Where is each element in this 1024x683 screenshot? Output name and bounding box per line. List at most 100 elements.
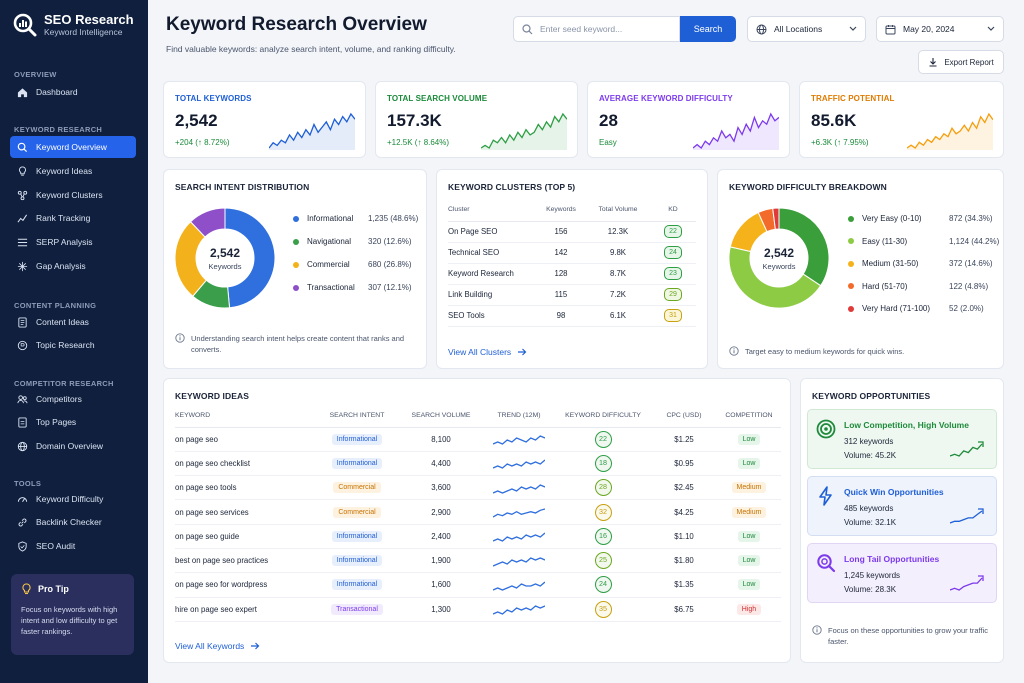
keyword-cell[interactable]: on page seo [175, 427, 315, 452]
trend-sparkline [492, 508, 546, 518]
sidebar-item-label: Rank Tracking [36, 213, 91, 223]
table-row[interactable]: on page seo for wordpress Informational … [175, 572, 781, 598]
clusters-icon [17, 190, 28, 200]
location-select[interactable]: All Locations [747, 16, 866, 42]
legend-name: Very Hard (71-100) [862, 304, 931, 313]
export-label: Export Report [944, 57, 994, 67]
card-title: KEYWORD OPPORTUNITIES [812, 391, 931, 401]
opportunity-card[interactable]: Low Competition, High Volume 312 keyword… [807, 409, 997, 469]
keyword-cell[interactable]: on page seo guide [175, 524, 315, 549]
table-row[interactable]: on page seo guide Informational 2,400 16… [175, 524, 781, 549]
table-row[interactable]: on page seo checklist Informational 4,40… [175, 451, 781, 477]
keyword-cell[interactable]: on page seo checklist [175, 451, 315, 477]
kpi-card: AVERAGE KEYWORD DIFFICULTY 28 Easy [587, 81, 790, 158]
difficulty-center-value: 2,542 [763, 246, 795, 260]
trend-sparkline [492, 435, 546, 445]
sidebar-item-topic-research[interactable]: Topic Research [10, 334, 136, 356]
kd-badge: 29 [664, 288, 682, 301]
table-row[interactable]: on page seo tools Commercial 3,600 28 $2… [175, 475, 781, 501]
sidebar-item-keyword-ideas[interactable]: Keyword Ideas [10, 160, 136, 182]
column-header: CPC (USD) [651, 405, 717, 428]
trend-sparkline [492, 532, 546, 543]
sidebar-item-keyword-overview[interactable]: Keyword Overview [10, 136, 136, 158]
sidebar-item-seo-audit[interactable]: SEO Audit [10, 535, 136, 557]
search-button[interactable]: Search [680, 16, 736, 42]
arrow-up-right-icon [978, 575, 984, 581]
nav-section-label: OVERVIEW [14, 70, 57, 79]
sidebar-item-dashboard[interactable]: Dashboard [10, 81, 136, 103]
seed-keyword-input[interactable] [540, 24, 670, 34]
sidebar-item-keyword-clusters[interactable]: Keyword Clusters [10, 184, 136, 206]
table-row[interactable]: on page seo Informational 8,100 22 $1.25… [175, 427, 781, 452]
column-header: Keywords [536, 199, 586, 222]
opportunity-card[interactable]: Quick Win Opportunities 485 keywords Vol… [807, 476, 997, 536]
donut-slice-very-hard-71-100-[interactable] [772, 207, 780, 230]
kpi-delta: +204 (↑ 8.72%) [175, 138, 230, 147]
view-all-keywords-link[interactable]: View All Keywords [175, 641, 260, 651]
export-report-button[interactable]: Export Report [918, 50, 1004, 74]
legend-item: Very Easy (0-10) 872 (34.3%) [848, 214, 1024, 223]
date-select[interactable]: May 20, 2024 [876, 16, 1004, 42]
table-row[interactable]: best on page seo practices Informational… [175, 548, 781, 574]
sidebar: SEO Research Keyword Intelligence OVERVI… [0, 0, 148, 683]
table-row[interactable]: Link Building 115 7.2K 29 [448, 284, 696, 306]
legend-dot [293, 238, 299, 245]
kd-badge: 22 [594, 430, 612, 448]
table-row[interactable]: hire on page seo expert Transactional 1,… [175, 597, 781, 622]
legend-dot [848, 260, 854, 267]
competition-badge: Low [737, 555, 761, 567]
brand[interactable]: SEO Research Keyword Intelligence [12, 12, 134, 38]
trend-sparkline [492, 556, 546, 567]
donut-slice-easy-11-30-[interactable] [728, 246, 822, 309]
sidebar-item-content-ideas[interactable]: Content Ideas [10, 311, 136, 333]
table-row[interactable]: On Page SEO 156 12.3K 22 [448, 221, 696, 243]
column-header: KEYWORD DIFFICULTY [555, 405, 651, 428]
view-all-clusters-link[interactable]: View All Clusters [448, 347, 527, 357]
legend-dot [293, 215, 299, 222]
keyword-cell[interactable]: on page seo for wordpress [175, 572, 315, 598]
keyword-cell[interactable]: on page seo tools [175, 475, 315, 501]
kpi-card: TRAFFIC POTENTIAL 85.6K +6.3K (↑ 7.95%) [799, 81, 1004, 158]
sparkline-line [492, 605, 546, 615]
cpc-cell: $1.80 [651, 548, 717, 574]
donut-slice-very-easy-0-10-[interactable] [778, 207, 830, 287]
keyword-cell[interactable]: on page seo services [175, 499, 315, 525]
chart-line-icon [17, 214, 28, 222]
logo-icon [13, 13, 37, 37]
difficulty-note-text: Target easy to medium keywords for quick… [745, 347, 905, 356]
search-volume-cell: 2,400 [399, 524, 483, 549]
legend-name: Very Easy (0-10) [862, 214, 922, 223]
cpc-cell: $1.25 [651, 427, 717, 452]
keyword-cell[interactable]: best on page seo practices [175, 548, 315, 574]
sidebar-item-serp-analysis[interactable]: SERP Analysis [10, 231, 136, 253]
card-title: SEARCH INTENT DISTRIBUTION [175, 182, 310, 192]
sidebar-item-domain-overview[interactable]: Domain Overview [10, 435, 136, 457]
cluster-volume: 12.3K [586, 221, 650, 243]
table-row[interactable]: Technical SEO 142 9.8K 24 [448, 242, 696, 264]
table-row[interactable]: Keyword Research 128 8.7K 23 [448, 263, 696, 285]
sidebar-item-top-pages[interactable]: Top Pages [10, 411, 136, 433]
kpi-label: TOTAL SEARCH VOLUME [387, 94, 488, 103]
nav-section-label: TOOLS [14, 479, 42, 488]
table-row[interactable]: SEO Tools 98 6.1K 31 [448, 305, 696, 327]
opportunity-card[interactable]: Long Tail Opportunities 1,245 keywords V… [807, 543, 997, 603]
sidebar-item-backlink-checker[interactable]: Backlink Checker [10, 511, 136, 533]
sidebar-item-gap-analysis[interactable]: Gap Analysis [10, 255, 136, 277]
intent-center-label: Keywords [208, 262, 242, 271]
table-row[interactable]: on page seo services Commercial 2,900 32… [175, 499, 781, 525]
sidebar-item-keyword-difficulty[interactable]: Keyword Difficulty [10, 488, 136, 510]
kd-badge: 35 [594, 600, 612, 618]
column-header: KEYWORD [175, 405, 315, 428]
kpi-delta: +6.3K (↑ 7.95%) [811, 138, 869, 147]
search-icon [17, 142, 28, 152]
keyword-cell[interactable]: hire on page seo expert [175, 597, 315, 622]
view-all-clusters-label: View All Clusters [448, 347, 512, 357]
sidebar-item-competitors[interactable]: Competitors [10, 388, 136, 410]
keyword-ideas-card: KEYWORD IDEAS KEYWORD SEARCH INTENT SEARCH… [163, 378, 791, 663]
donut-slice-informational[interactable] [224, 207, 276, 309]
location-value: All Locations [774, 24, 823, 34]
sidebar-item-rank-tracking[interactable]: Rank Tracking [10, 207, 136, 229]
legend-value: 680 (26.8%) [368, 260, 412, 269]
donut-slice-transactional[interactable] [189, 207, 226, 238]
keyword-opportunities-card: KEYWORD OPPORTUNITIES Focus on these opp… [800, 378, 1004, 663]
